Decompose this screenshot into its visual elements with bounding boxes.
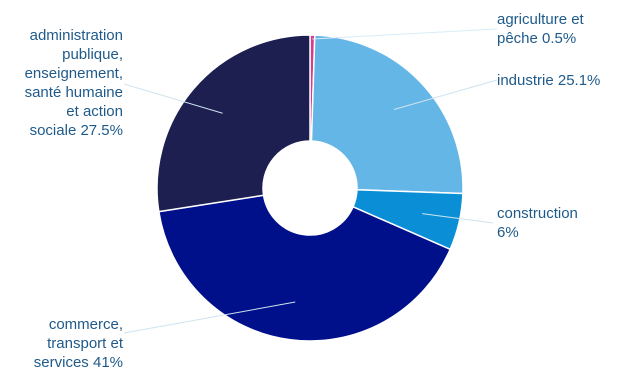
leader-line-commerce: [123, 301, 296, 334]
slice-administration: [156, 34, 311, 213]
leader-line-industrie: [393, 79, 498, 110]
slice-label-administration: administration publique, enseignement, s…: [24, 27, 123, 139]
slice-label-construction: construction 6%: [497, 205, 578, 241]
slice-commerce: [157, 194, 452, 342]
slice-industrie: [310, 34, 464, 195]
leader-line-agriculture: [312, 28, 498, 40]
leader-line-construction: [422, 213, 494, 224]
leader-line-administration: [123, 83, 223, 114]
slice-label-commerce: commerce, transport et services 41%: [33, 316, 123, 371]
slice-label-agriculture: agriculture et pêche 0.5%: [497, 11, 584, 47]
slice-label-industrie: industrie 25.1%: [497, 72, 601, 89]
